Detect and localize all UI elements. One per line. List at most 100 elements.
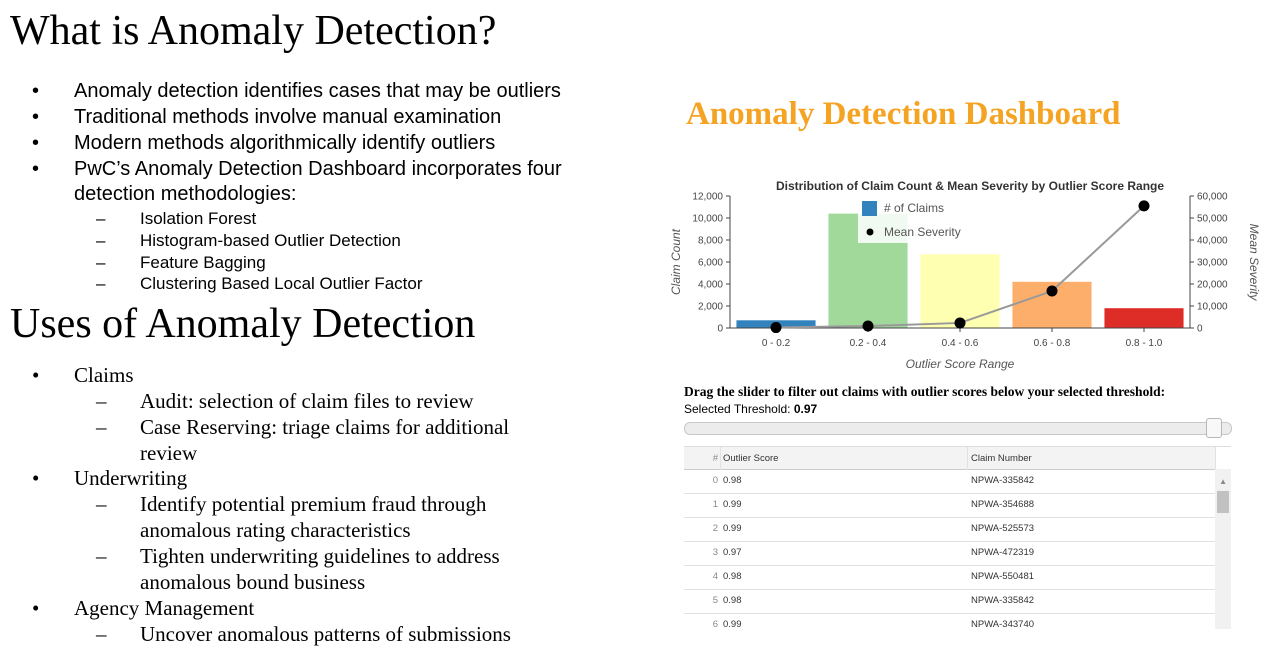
chart-title: Distribution of Claim Count & Mean Sever… — [776, 179, 1164, 193]
bullet-marker: • — [32, 158, 40, 180]
bullet-marker: • — [32, 363, 40, 387]
bullet-text: Traditional methods involve manual exami… — [74, 106, 502, 128]
dash-marker: – — [96, 274, 106, 293]
outlier-score-cell: 0.98 — [723, 595, 742, 606]
table-row[interactable]: 1 0.99 NPWA-354688 — [684, 494, 1215, 518]
table-row[interactable]: 5 0.98 NPWA-335842 — [684, 590, 1215, 614]
use-subitem-continued: review — [140, 441, 198, 465]
x-tick-label: 0 - 0.2 — [762, 338, 791, 349]
y-tick-label-right: 10,000 — [1197, 302, 1228, 313]
outlier-score-cell: 0.97 — [723, 547, 742, 558]
method-item: Feature Bagging — [140, 253, 266, 272]
bullet-marker: • — [32, 106, 40, 128]
legend-swatch-severity — [866, 228, 874, 236]
claim-number-cell: NPWA-343740 — [971, 619, 1035, 629]
column-header-index[interactable]: # — [712, 453, 718, 464]
row-index: 5 — [712, 595, 718, 606]
row-index: 3 — [712, 547, 718, 558]
y-tick-label-right: 20,000 — [1197, 280, 1228, 291]
use-subitem: Uncover anomalous patterns of submission… — [140, 622, 511, 646]
use-item-claims: Claims — [74, 363, 134, 387]
heading-what-is-anomaly-detection: What is Anomaly Detection? — [10, 8, 497, 54]
bullet-text: Anomaly detection identifies cases that … — [74, 80, 561, 102]
outlier-score-cell: 0.99 — [723, 499, 742, 510]
bullet-text: Modern methods algorithmically identify … — [74, 132, 496, 154]
column-header-claim-number[interactable]: Claim Number — [971, 453, 1032, 464]
point-mean-severity — [954, 317, 966, 329]
outlier-score-cell: 0.99 — [723, 619, 742, 629]
threshold-label: Selected Threshold: 0.97 — [684, 402, 817, 416]
x-tick-label: 0.8 - 1.0 — [1126, 338, 1163, 349]
claim-number-cell: NPWA-335842 — [971, 475, 1035, 486]
use-subitem-continued: anomalous bound business — [140, 570, 366, 594]
claim-number-cell: NPWA-550481 — [971, 571, 1035, 582]
threshold-slider-track[interactable] — [684, 422, 1232, 435]
dash-marker: – — [96, 253, 106, 272]
row-index: 1 — [712, 499, 718, 510]
claim-number-cell: NPWA-472319 — [971, 547, 1035, 558]
use-item-agency: Agency Management — [74, 596, 255, 620]
claim-number-cell: NPWA-525573 — [971, 523, 1035, 534]
y-axis-label-right: Mean Severity — [1247, 224, 1260, 302]
point-mean-severity — [1138, 200, 1150, 212]
table-row[interactable]: 0 0.98 NPWA-335842 — [684, 470, 1215, 494]
table-row[interactable]: 3 0.97 NPWA-472319 — [684, 542, 1215, 566]
bullet-marker: • — [32, 80, 40, 102]
use-subitem-continued: anomalous rating characteristics — [140, 518, 411, 542]
y-tick-label-left: 8,000 — [698, 236, 723, 247]
outlier-score-cell: 0.98 — [723, 571, 742, 582]
claim-number-cell: NPWA-354688 — [971, 499, 1035, 510]
use-subitem: Identify potential premium fraud through — [140, 492, 487, 516]
bullet-text: PwC’s Anomaly Detection Dashboard incorp… — [74, 158, 562, 180]
x-tick-label: 0.4 - 0.6 — [942, 338, 979, 349]
y-tick-label-left: 0 — [717, 324, 723, 335]
dash-marker: – — [96, 492, 107, 516]
threshold-label-text: Selected Threshold: — [684, 402, 794, 416]
bullet-marker: • — [32, 466, 40, 490]
dash-marker: – — [96, 544, 107, 568]
outlier-score-cell: 0.98 — [723, 475, 742, 486]
bar-claim-count — [920, 254, 1000, 328]
bullet-marker: • — [32, 596, 40, 620]
y-tick-label-left: 2,000 — [698, 302, 723, 313]
method-item: Isolation Forest — [140, 209, 257, 228]
bullet-text-continued: detection methodologies: — [74, 183, 297, 205]
outlier-score-cell: 0.99 — [723, 523, 742, 534]
y-axis-label-left: Claim Count — [669, 228, 683, 295]
scroll-up-icon[interactable]: ▲ — [1219, 477, 1227, 486]
legend-box — [858, 197, 980, 243]
y-tick-label-left: 10,000 — [692, 214, 723, 225]
use-subitem: Case Reserving: triage claims for additi… — [140, 415, 510, 439]
table-row[interactable]: 4 0.98 NPWA-550481 — [684, 566, 1215, 590]
dash-marker: – — [96, 209, 106, 228]
threshold-slider-handle[interactable] — [1206, 418, 1222, 438]
y-tick-label-right: 50,000 — [1197, 214, 1228, 225]
table-row[interactable]: 6 0.99 NPWA-343740 — [684, 614, 1215, 629]
y-tick-label-right: 40,000 — [1197, 236, 1228, 247]
bullet-marker: • — [32, 132, 40, 154]
legend-label-claims: # of Claims — [884, 201, 944, 215]
claim-number-cell: NPWA-335842 — [971, 595, 1035, 606]
dash-marker: – — [96, 231, 106, 250]
use-item-underwriting: Underwriting — [74, 466, 188, 490]
table-scrollbar-thumb[interactable] — [1217, 491, 1229, 513]
row-index: 6 — [712, 619, 718, 629]
slider-instruction: Drag the slider to filter out claims wit… — [684, 384, 1166, 399]
method-item: Histogram-based Outlier Detection — [140, 231, 401, 250]
table-row[interactable]: 2 0.99 NPWA-525573 — [684, 518, 1215, 542]
point-mean-severity — [1046, 285, 1058, 297]
y-tick-label-right: 30,000 — [1197, 258, 1228, 269]
method-item: Clustering Based Local Outlier Factor — [140, 274, 423, 293]
legend-swatch-claims — [862, 201, 877, 216]
y-tick-label-left: 4,000 — [698, 280, 723, 291]
x-tick-label: 0.2 - 0.4 — [850, 338, 887, 349]
dashboard-title: Anomaly Detection Dashboard — [686, 96, 1121, 132]
heading-uses-of-anomaly-detection: Uses of Anomaly Detection — [10, 301, 476, 347]
point-mean-severity — [770, 322, 782, 334]
y-tick-label-left: 12,000 — [692, 192, 723, 203]
dash-marker: – — [96, 622, 107, 646]
column-header-outlier-score[interactable]: Outlier Score — [723, 453, 779, 464]
legend-label-severity: Mean Severity — [884, 225, 961, 239]
row-index: 0 — [712, 475, 718, 486]
use-subitem: Audit: selection of claim files to revie… — [140, 389, 474, 413]
